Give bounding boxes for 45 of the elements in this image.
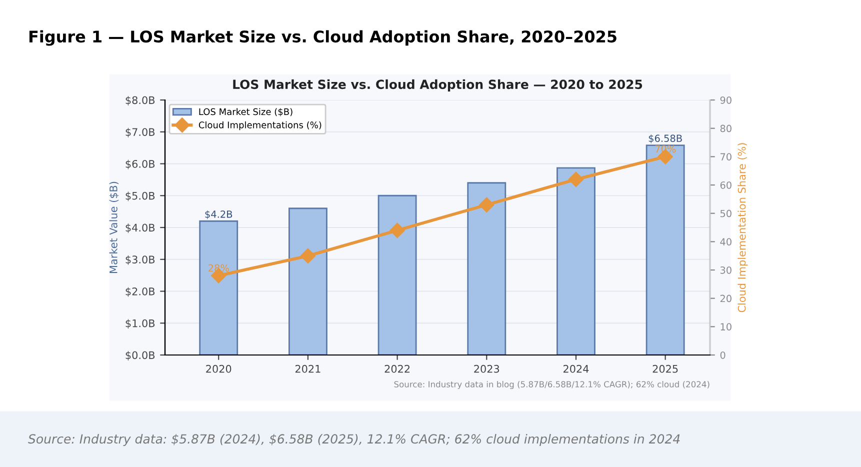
point bbox=[300, 248, 316, 264]
point bbox=[568, 172, 584, 187]
y-tick-label: $7.0B bbox=[126, 128, 155, 138]
source-note: Source: Industry data in blog (5.87B/6.58B/12.1% CAGR); 62% cloud (2024) bbox=[394, 380, 710, 390]
y-tick-label: $8.0B bbox=[126, 96, 155, 106]
y-tick-label: $2.0B bbox=[126, 287, 155, 297]
y-axis-title: Market Value ($B) bbox=[109, 182, 119, 273]
y-tick-label: $0.0B bbox=[126, 351, 155, 360]
legend-label: Cloud Implementations (%) bbox=[198, 121, 322, 130]
data-label: $4.2B bbox=[205, 210, 232, 220]
y-tick-label: $6.0B bbox=[126, 160, 155, 170]
point bbox=[479, 197, 494, 212]
bar bbox=[467, 182, 506, 355]
source-note: Source: Industry data: $5.87B (2024), $6.58B (2025), 12.1% CAGR; 62% cloud implementations in 2024 bbox=[28, 434, 680, 446]
bar bbox=[378, 194, 417, 355]
y2-tick-label: 50 bbox=[720, 210, 732, 218]
x-tick-label: 2025 bbox=[652, 364, 678, 373]
y-tick-label: $3.0B bbox=[126, 255, 155, 265]
x-tick-label: 2021 bbox=[295, 364, 320, 373]
bar bbox=[288, 208, 328, 355]
x-tick-label: 2023 bbox=[474, 364, 500, 373]
bar bbox=[199, 220, 238, 355]
y2-axis-title: Cloud Implementation Share (%) bbox=[738, 143, 748, 312]
y2-tick-label: 30 bbox=[720, 266, 732, 274]
y-tick-label: $4.0B bbox=[126, 224, 155, 233]
x-tick-label: 2022 bbox=[384, 364, 410, 373]
y2-tick-label: 10 bbox=[720, 323, 732, 330]
y2-tick-label: 60 bbox=[720, 181, 732, 189]
x-tick-label: 2024 bbox=[563, 364, 589, 373]
y2-tick-label: 0 bbox=[720, 351, 726, 359]
data-label: $6.58B bbox=[648, 134, 682, 144]
y2-tick-label: 70 bbox=[720, 153, 732, 160]
y2-tick-label: 20 bbox=[720, 294, 732, 302]
y-tick-label: $1.0B bbox=[126, 319, 155, 329]
legend-label: LOS Market Size ($B) bbox=[199, 108, 292, 116]
y2-tick-label: 80 bbox=[720, 124, 732, 132]
bar bbox=[556, 167, 596, 355]
chart-subtitle: LOS Market Size vs. Cloud Adoption Share — 2020 to 2025 bbox=[233, 79, 642, 92]
bar bbox=[646, 144, 685, 355]
point bbox=[390, 222, 405, 238]
chart-title: Figure 1 — LOS Market Size vs. Cloud Adoption Share, 2020–2025 bbox=[29, 30, 616, 46]
y2-tick-label: 90 bbox=[720, 96, 732, 104]
y2-tick-label: 40 bbox=[720, 238, 732, 246]
x-tick-label: 2020 bbox=[206, 364, 232, 373]
y-tick-label: $5.0B bbox=[126, 192, 155, 202]
